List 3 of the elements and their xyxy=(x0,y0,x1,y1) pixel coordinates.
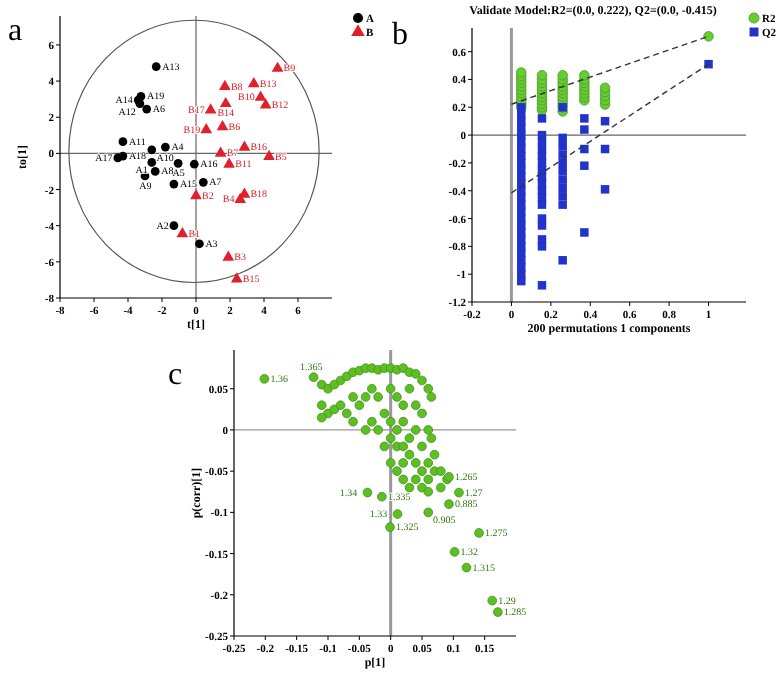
text: a xyxy=(8,14,23,48)
text: c xyxy=(168,358,183,392)
text: b xyxy=(392,18,408,52)
